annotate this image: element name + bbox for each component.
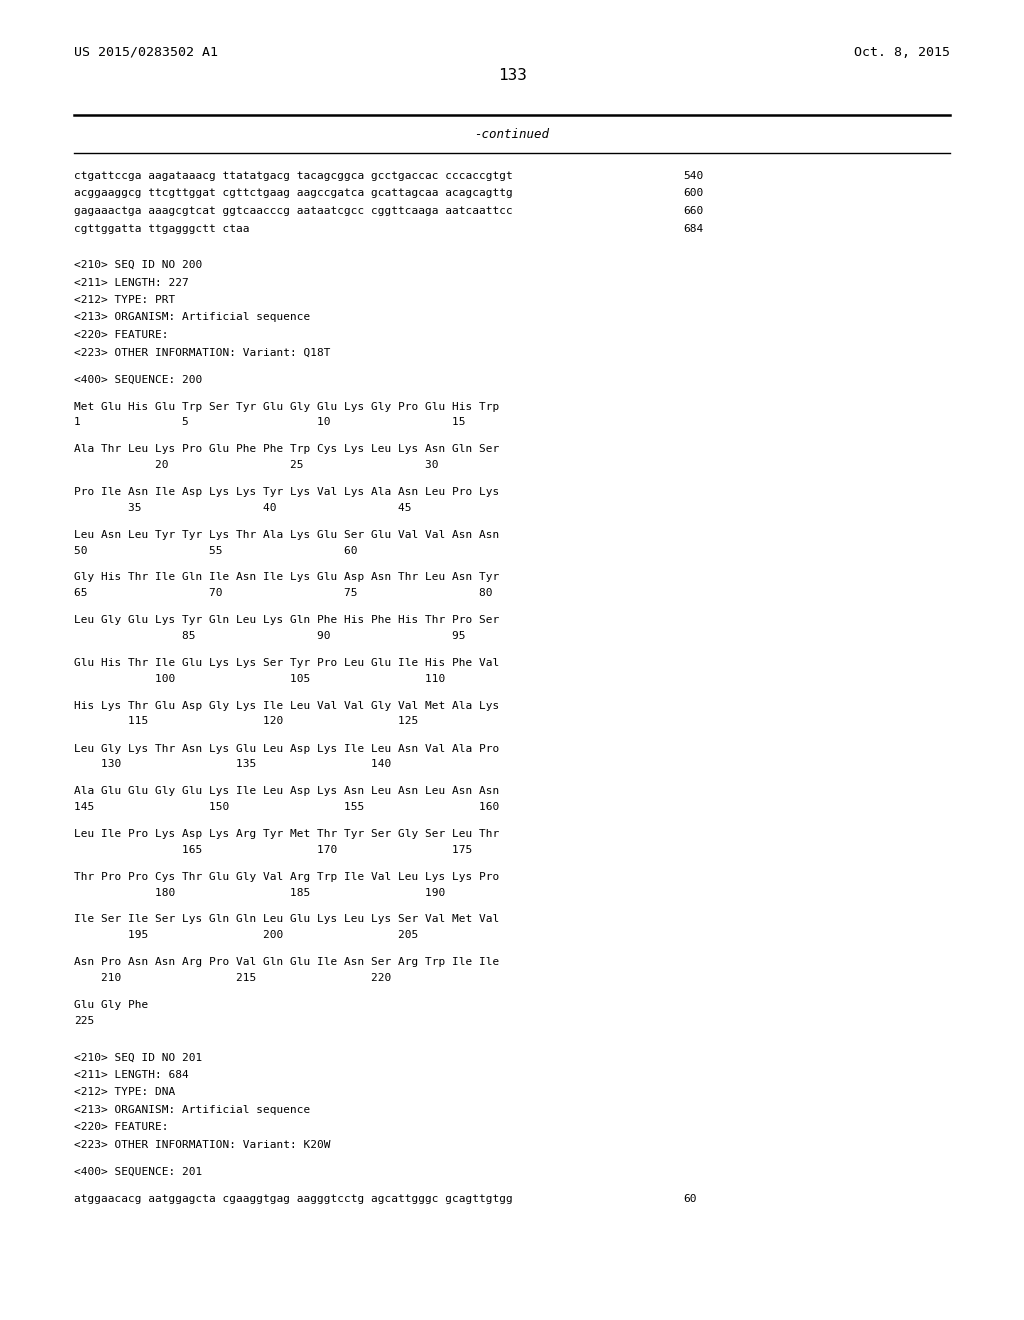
Text: 145                 150                 155                 160: 145 150 155 160: [74, 803, 499, 812]
Text: 133: 133: [498, 67, 526, 82]
Text: Gly His Thr Ile Gln Ile Asn Ile Lys Glu Asp Asn Thr Leu Asn Tyr: Gly His Thr Ile Gln Ile Asn Ile Lys Glu …: [74, 573, 499, 582]
Text: Glu His Thr Ile Glu Lys Lys Ser Tyr Pro Leu Glu Ile His Phe Val: Glu His Thr Ile Glu Lys Lys Ser Tyr Pro …: [74, 657, 499, 668]
Text: His Lys Thr Glu Asp Gly Lys Ile Leu Val Val Gly Val Met Ala Lys: His Lys Thr Glu Asp Gly Lys Ile Leu Val …: [74, 701, 499, 710]
Text: 540: 540: [683, 172, 703, 181]
Text: <220> FEATURE:: <220> FEATURE:: [74, 1122, 168, 1133]
Text: 660: 660: [683, 206, 703, 216]
Text: Ile Ser Ile Ser Lys Gln Gln Leu Glu Lys Leu Lys Ser Val Met Val: Ile Ser Ile Ser Lys Gln Gln Leu Glu Lys …: [74, 915, 499, 924]
Text: acggaaggcg ttcgttggat cgttctgaag aagccgatca gcattagcaa acagcagttg: acggaaggcg ttcgttggat cgttctgaag aagccga…: [74, 189, 512, 198]
Text: Leu Gly Glu Lys Tyr Gln Leu Lys Gln Phe His Phe His Thr Pro Ser: Leu Gly Glu Lys Tyr Gln Leu Lys Gln Phe …: [74, 615, 499, 626]
Text: 100                 105                 110: 100 105 110: [74, 673, 445, 684]
Text: 600: 600: [683, 189, 703, 198]
Text: <211> LENGTH: 227: <211> LENGTH: 227: [74, 277, 188, 288]
Text: <400> SEQUENCE: 201: <400> SEQUENCE: 201: [74, 1167, 202, 1176]
Text: <223> OTHER INFORMATION: Variant: K20W: <223> OTHER INFORMATION: Variant: K20W: [74, 1139, 330, 1150]
Text: <210> SEQ ID NO 200: <210> SEQ ID NO 200: [74, 260, 202, 271]
Text: 210                 215                 220: 210 215 220: [74, 973, 391, 983]
Text: <212> TYPE: DNA: <212> TYPE: DNA: [74, 1088, 175, 1097]
Text: <212> TYPE: PRT: <212> TYPE: PRT: [74, 294, 175, 305]
Text: US 2015/0283502 A1: US 2015/0283502 A1: [74, 45, 218, 58]
Text: Thr Pro Pro Cys Thr Glu Gly Val Arg Trp Ile Val Leu Lys Lys Pro: Thr Pro Pro Cys Thr Glu Gly Val Arg Trp …: [74, 871, 499, 882]
Text: 85                  90                  95: 85 90 95: [74, 631, 465, 642]
Text: <213> ORGANISM: Artificial sequence: <213> ORGANISM: Artificial sequence: [74, 1105, 310, 1115]
Text: 115                 120                 125: 115 120 125: [74, 717, 418, 726]
Text: atggaacacg aatggagcta cgaaggtgag aagggtcctg agcattgggc gcagttgtgg: atggaacacg aatggagcta cgaaggtgag aagggtc…: [74, 1193, 512, 1204]
Text: <211> LENGTH: 684: <211> LENGTH: 684: [74, 1069, 188, 1080]
Text: 1               5                   10                  15: 1 5 10 15: [74, 417, 465, 428]
Text: 684: 684: [683, 223, 703, 234]
Text: 195                 200                 205: 195 200 205: [74, 931, 418, 940]
Text: Leu Asn Leu Tyr Tyr Lys Thr Ala Lys Glu Ser Glu Val Val Asn Asn: Leu Asn Leu Tyr Tyr Lys Thr Ala Lys Glu …: [74, 529, 499, 540]
Text: Ala Glu Glu Gly Glu Lys Ile Leu Asp Lys Asn Leu Asn Leu Asn Asn: Ala Glu Glu Gly Glu Lys Ile Leu Asp Lys …: [74, 787, 499, 796]
Text: Oct. 8, 2015: Oct. 8, 2015: [854, 45, 950, 58]
Text: <223> OTHER INFORMATION: Variant: Q18T: <223> OTHER INFORMATION: Variant: Q18T: [74, 347, 330, 358]
Text: gagaaactga aaagcgtcat ggtcaacccg aataatcgcc cggttcaaga aatcaattcc: gagaaactga aaagcgtcat ggtcaacccg aataatc…: [74, 206, 512, 216]
Text: Pro Ile Asn Ile Asp Lys Lys Tyr Lys Val Lys Ala Asn Leu Pro Lys: Pro Ile Asn Ile Asp Lys Lys Tyr Lys Val …: [74, 487, 499, 498]
Text: -continued: -continued: [474, 128, 550, 141]
Text: 60: 60: [683, 1193, 696, 1204]
Text: 130                 135                 140: 130 135 140: [74, 759, 391, 770]
Text: 20                  25                  30: 20 25 30: [74, 459, 438, 470]
Text: <400> SEQUENCE: 200: <400> SEQUENCE: 200: [74, 375, 202, 384]
Text: <213> ORGANISM: Artificial sequence: <213> ORGANISM: Artificial sequence: [74, 313, 310, 322]
Text: 35                  40                  45: 35 40 45: [74, 503, 412, 512]
Text: ctgattccga aagataaacg ttatatgacg tacagcggca gcctgaccac cccaccgtgt: ctgattccga aagataaacg ttatatgacg tacagcg…: [74, 172, 512, 181]
Text: cgttggatta ttgagggctt ctaa: cgttggatta ttgagggctt ctaa: [74, 223, 249, 234]
Text: Leu Gly Lys Thr Asn Lys Glu Leu Asp Lys Ile Leu Asn Val Ala Pro: Leu Gly Lys Thr Asn Lys Glu Leu Asp Lys …: [74, 743, 499, 754]
Text: <210> SEQ ID NO 201: <210> SEQ ID NO 201: [74, 1052, 202, 1063]
Text: Glu Gly Phe: Glu Gly Phe: [74, 1001, 148, 1010]
Text: 180                 185                 190: 180 185 190: [74, 887, 445, 898]
Text: 165                 170                 175: 165 170 175: [74, 845, 472, 855]
Text: 50                  55                  60: 50 55 60: [74, 545, 357, 556]
Text: Ala Thr Leu Lys Pro Glu Phe Phe Trp Cys Lys Leu Lys Asn Gln Ser: Ala Thr Leu Lys Pro Glu Phe Phe Trp Cys …: [74, 445, 499, 454]
Text: Leu Ile Pro Lys Asp Lys Arg Tyr Met Thr Tyr Ser Gly Ser Leu Thr: Leu Ile Pro Lys Asp Lys Arg Tyr Met Thr …: [74, 829, 499, 840]
Text: Asn Pro Asn Asn Arg Pro Val Gln Glu Ile Asn Ser Arg Trp Ile Ile: Asn Pro Asn Asn Arg Pro Val Gln Glu Ile …: [74, 957, 499, 968]
Text: <220> FEATURE:: <220> FEATURE:: [74, 330, 168, 341]
Text: Met Glu His Glu Trp Ser Tyr Glu Gly Glu Lys Gly Pro Glu His Trp: Met Glu His Glu Trp Ser Tyr Glu Gly Glu …: [74, 401, 499, 412]
Text: 65                  70                  75                  80: 65 70 75 80: [74, 589, 493, 598]
Text: 225: 225: [74, 1016, 94, 1026]
